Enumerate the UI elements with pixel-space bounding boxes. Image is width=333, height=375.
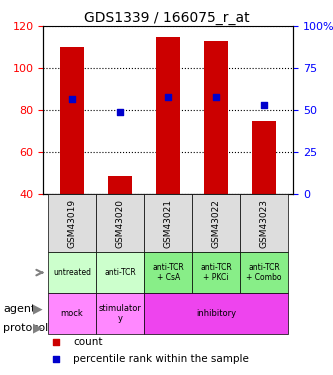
Point xyxy=(53,339,59,345)
FancyBboxPatch shape xyxy=(48,293,96,334)
Text: GSM43023: GSM43023 xyxy=(260,199,269,248)
FancyBboxPatch shape xyxy=(144,293,288,334)
FancyBboxPatch shape xyxy=(240,195,288,252)
Point xyxy=(213,94,219,100)
Text: anti-TCR
+ Combo: anti-TCR + Combo xyxy=(246,263,282,282)
Text: GSM43020: GSM43020 xyxy=(116,199,125,248)
Point xyxy=(118,109,123,115)
Bar xyxy=(108,176,132,195)
Text: anti-TCR: anti-TCR xyxy=(104,268,136,277)
Text: agent: agent xyxy=(3,304,36,314)
FancyBboxPatch shape xyxy=(192,252,240,293)
Point xyxy=(261,102,267,108)
FancyBboxPatch shape xyxy=(240,252,288,293)
FancyBboxPatch shape xyxy=(96,293,144,334)
Point xyxy=(166,94,171,100)
Point xyxy=(70,96,75,102)
Text: GSM43022: GSM43022 xyxy=(212,199,221,248)
Text: inhibitory: inhibitory xyxy=(196,309,236,318)
Text: ▶: ▶ xyxy=(33,322,43,334)
Point xyxy=(53,356,59,362)
Text: GSM43019: GSM43019 xyxy=(68,199,77,248)
Text: anti-TCR
+ CsA: anti-TCR + CsA xyxy=(152,263,184,282)
Text: GSM43021: GSM43021 xyxy=(164,199,173,248)
Text: mock: mock xyxy=(61,309,84,318)
FancyBboxPatch shape xyxy=(192,195,240,252)
FancyBboxPatch shape xyxy=(144,252,192,293)
Text: stimulator
y: stimulator y xyxy=(99,304,142,323)
Text: untreated: untreated xyxy=(53,268,91,277)
FancyBboxPatch shape xyxy=(96,195,144,252)
Bar xyxy=(60,47,84,195)
Text: anti-TCR
+ PKCi: anti-TCR + PKCi xyxy=(200,263,232,282)
Text: percentile rank within the sample: percentile rank within the sample xyxy=(73,354,249,364)
Bar xyxy=(252,121,276,195)
Bar xyxy=(156,37,180,195)
FancyBboxPatch shape xyxy=(48,195,96,252)
Text: protocol: protocol xyxy=(3,323,49,333)
Text: ▶: ▶ xyxy=(33,303,43,316)
Text: count: count xyxy=(73,337,103,347)
Bar xyxy=(204,41,228,195)
FancyBboxPatch shape xyxy=(48,252,96,293)
FancyBboxPatch shape xyxy=(96,252,144,293)
Text: GDS1339 / 166075_r_at: GDS1339 / 166075_r_at xyxy=(84,11,249,25)
FancyBboxPatch shape xyxy=(144,195,192,252)
